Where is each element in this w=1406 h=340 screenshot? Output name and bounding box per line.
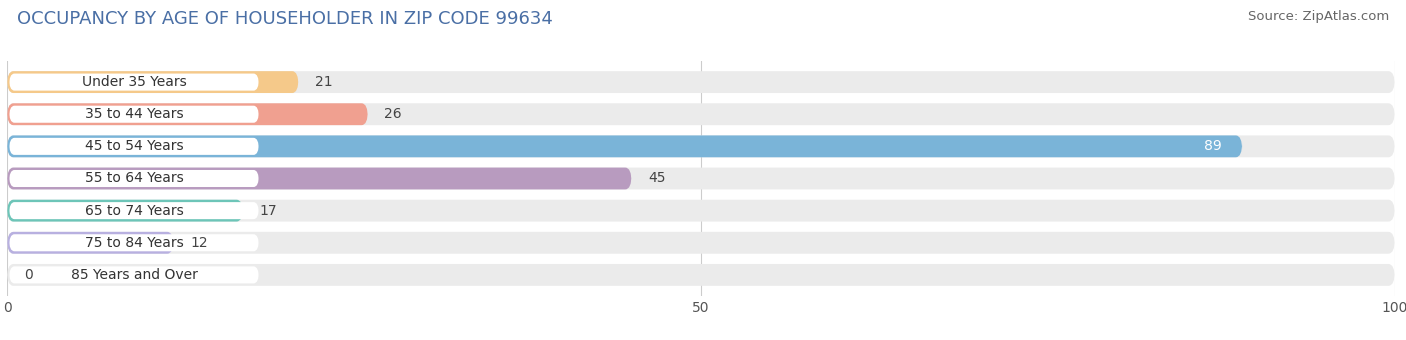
Text: 21: 21 [315,75,333,89]
Text: 55 to 64 Years: 55 to 64 Years [84,171,183,186]
FancyBboxPatch shape [8,106,259,123]
Text: 0: 0 [24,268,32,282]
FancyBboxPatch shape [8,266,259,284]
FancyBboxPatch shape [7,135,1241,157]
Text: 75 to 84 Years: 75 to 84 Years [84,236,183,250]
Text: 45 to 54 Years: 45 to 54 Years [84,139,183,153]
Text: 26: 26 [384,107,402,121]
Text: 89: 89 [1204,139,1222,153]
FancyBboxPatch shape [7,264,1395,286]
FancyBboxPatch shape [7,168,1395,189]
FancyBboxPatch shape [7,103,1395,125]
FancyBboxPatch shape [8,73,259,91]
Text: Under 35 Years: Under 35 Years [82,75,187,89]
Text: Source: ZipAtlas.com: Source: ZipAtlas.com [1249,10,1389,23]
FancyBboxPatch shape [7,168,631,189]
FancyBboxPatch shape [7,71,298,93]
Text: 17: 17 [260,204,277,218]
FancyBboxPatch shape [7,71,1395,93]
Text: 45: 45 [648,171,665,186]
FancyBboxPatch shape [8,170,259,187]
FancyBboxPatch shape [7,135,1395,157]
FancyBboxPatch shape [7,200,243,222]
FancyBboxPatch shape [8,202,259,219]
Text: 65 to 74 Years: 65 to 74 Years [84,204,183,218]
Text: OCCUPANCY BY AGE OF HOUSEHOLDER IN ZIP CODE 99634: OCCUPANCY BY AGE OF HOUSEHOLDER IN ZIP C… [17,10,553,28]
FancyBboxPatch shape [8,138,259,155]
FancyBboxPatch shape [8,234,259,251]
Text: 85 Years and Over: 85 Years and Over [70,268,197,282]
FancyBboxPatch shape [7,232,1395,254]
FancyBboxPatch shape [7,103,368,125]
Text: 35 to 44 Years: 35 to 44 Years [84,107,183,121]
FancyBboxPatch shape [7,232,173,254]
FancyBboxPatch shape [7,200,1395,222]
Text: 12: 12 [190,236,208,250]
